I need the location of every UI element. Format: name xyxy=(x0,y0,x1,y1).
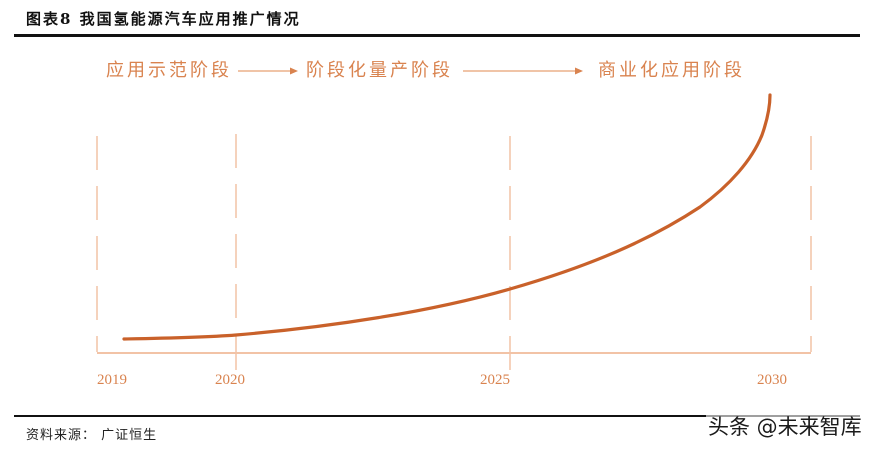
arrow-icon xyxy=(463,67,583,75)
footer-divider xyxy=(14,415,860,417)
watermark: 头条 @未来智库 xyxy=(706,411,864,441)
title-divider xyxy=(14,34,860,37)
stage-label-demonstration: 应用示范阶段 xyxy=(106,60,232,81)
stage-label-mass-production: 阶段化量产阶段 xyxy=(306,60,453,81)
x-tick-2025: 2025 xyxy=(480,372,510,388)
arrow-icon xyxy=(238,67,298,75)
figure-title: 图表8 我国氢能源汽车应用推广情况 xyxy=(26,10,301,28)
growth-curve xyxy=(122,93,772,341)
x-tick-2020: 2020 xyxy=(215,372,245,388)
source-note: 资料来源： 广证恒生 xyxy=(26,428,158,443)
x-tick-2030: 2030 xyxy=(757,372,787,388)
stage-label-commercial: 商业化应用阶段 xyxy=(598,60,745,81)
x-tick-2019: 2019 xyxy=(97,372,127,388)
